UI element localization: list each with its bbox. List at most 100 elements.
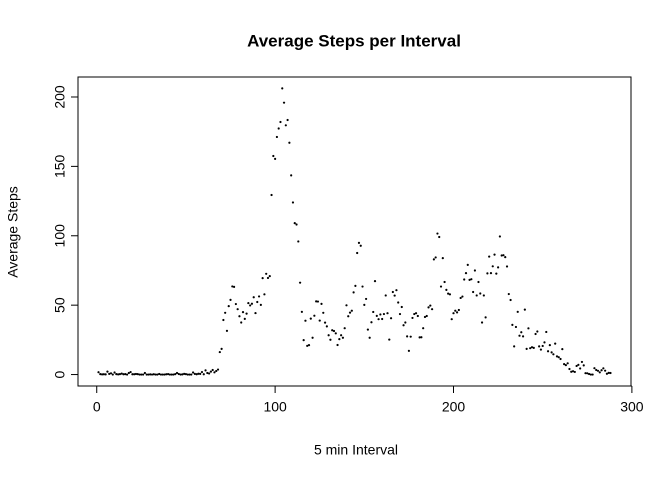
data-point	[434, 256, 437, 259]
data-point	[257, 295, 261, 298]
data-point	[206, 371, 209, 375]
data-point	[468, 278, 471, 282]
data-point	[216, 368, 220, 371]
data-point	[238, 315, 241, 318]
data-point	[154, 373, 157, 376]
data-point	[561, 348, 564, 351]
data-point	[400, 305, 403, 309]
data-point	[133, 373, 136, 376]
data-point	[452, 312, 455, 315]
data-point	[152, 373, 155, 376]
data-point	[181, 373, 184, 376]
data-point	[447, 292, 450, 295]
data-point	[213, 371, 216, 374]
x-tick-label: 300	[620, 399, 644, 415]
data-point	[570, 370, 573, 373]
data-point	[375, 314, 378, 317]
data-point	[498, 235, 501, 238]
data-point	[306, 344, 309, 347]
data-point	[174, 373, 177, 376]
data-point	[566, 362, 569, 365]
data-point	[575, 364, 578, 368]
data-point	[475, 294, 478, 297]
data-point	[156, 373, 159, 376]
data-point	[486, 272, 489, 275]
data-point	[158, 372, 161, 376]
data-point	[127, 371, 130, 375]
data-point	[272, 154, 275, 158]
data-point	[523, 308, 526, 311]
data-point	[345, 304, 348, 307]
data-point	[473, 269, 477, 272]
data-point	[582, 364, 585, 367]
data-point	[318, 319, 321, 322]
x-tick-label: 200	[442, 399, 466, 415]
data-point	[391, 290, 394, 294]
data-point	[563, 363, 566, 366]
data-point	[197, 372, 200, 375]
data-point	[340, 334, 343, 337]
data-point	[529, 347, 532, 350]
data-point	[489, 272, 493, 275]
data-point	[352, 291, 355, 294]
data-point	[279, 120, 282, 124]
data-point	[282, 101, 286, 104]
data-point	[117, 373, 120, 376]
data-point	[172, 373, 175, 376]
data-point	[448, 293, 452, 296]
data-point	[593, 367, 596, 370]
data-point	[584, 372, 587, 375]
data-point	[414, 312, 418, 315]
data-point	[418, 336, 421, 339]
data-point	[247, 301, 250, 305]
data-point	[425, 314, 428, 318]
data-point	[539, 348, 543, 351]
data-point	[274, 157, 277, 160]
x-tick-label: 100	[263, 399, 287, 415]
data-point	[477, 280, 480, 284]
data-point	[106, 370, 109, 373]
data-point	[538, 345, 541, 348]
data-point	[245, 312, 248, 315]
data-point	[325, 325, 328, 328]
data-point	[307, 344, 311, 347]
data-point	[357, 241, 361, 244]
data-point	[334, 332, 337, 335]
data-point	[277, 127, 280, 130]
y-tick-label: 0	[52, 370, 68, 378]
data-point	[104, 373, 107, 376]
data-point	[327, 334, 330, 337]
data-point	[293, 222, 296, 225]
data-point	[286, 118, 289, 122]
data-point	[111, 373, 114, 376]
data-point	[168, 373, 171, 376]
data-point	[261, 276, 264, 280]
data-point	[136, 373, 139, 376]
data-point	[236, 308, 239, 311]
data-point	[427, 306, 430, 309]
data-point	[332, 329, 336, 333]
data-point	[302, 339, 305, 342]
data-point	[554, 342, 557, 345]
data-point	[202, 373, 205, 376]
data-point	[147, 373, 150, 376]
data-point	[420, 336, 423, 339]
data-point	[234, 302, 237, 306]
data-point	[514, 325, 518, 329]
data-point	[373, 280, 377, 283]
data-point	[204, 369, 207, 372]
data-point	[297, 240, 300, 243]
data-point	[464, 272, 468, 275]
data-point	[281, 87, 284, 90]
data-point	[350, 309, 353, 312]
data-point	[129, 370, 132, 374]
data-point	[370, 321, 373, 324]
data-point	[480, 321, 484, 324]
data-point	[311, 336, 314, 339]
data-point	[220, 347, 223, 350]
data-point	[138, 373, 141, 376]
data-point	[232, 285, 236, 288]
data-point	[225, 329, 229, 332]
